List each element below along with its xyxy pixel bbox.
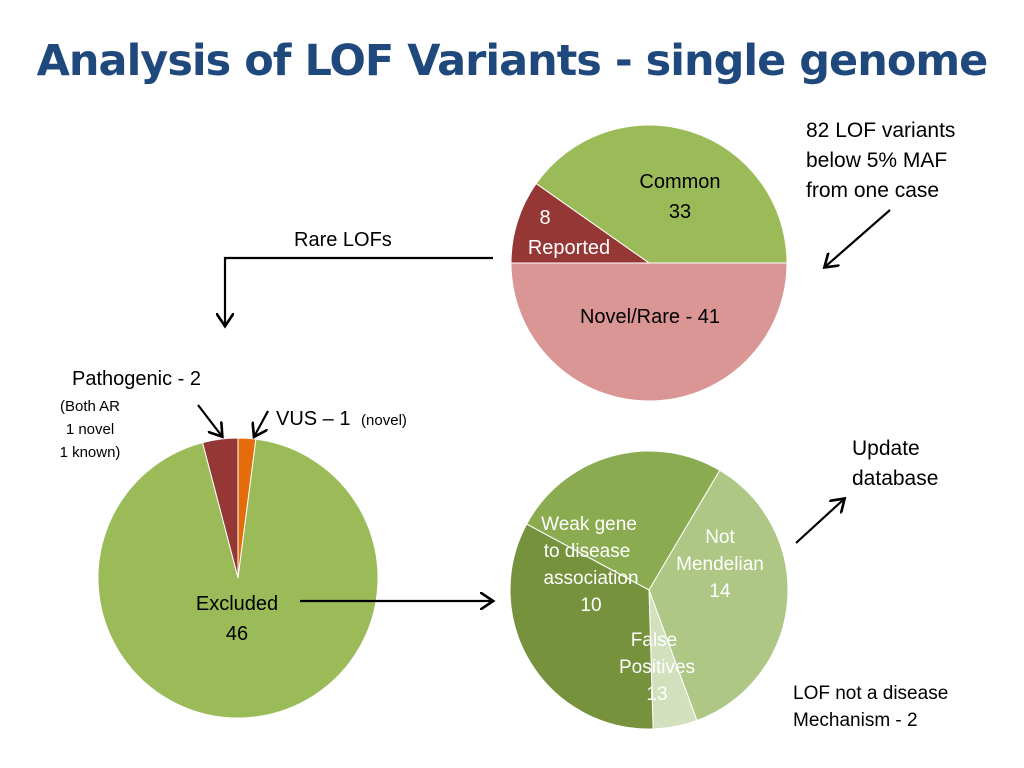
label-false-positives-2: Positives	[619, 657, 695, 678]
pie-slice-false-positives	[509, 523, 654, 730]
arrow-update-database	[795, 500, 843, 544]
arrow-to-pie1	[826, 209, 891, 266]
value-reported: 8	[539, 207, 550, 229]
label-not-mendelian-2: Mendelian	[676, 554, 764, 575]
annotation-lof-total-2: below 5% MAF	[806, 149, 947, 172]
annotation-pathogenic-note-3: 1 known)	[60, 444, 121, 461]
value-not-mendelian: 14	[709, 581, 731, 602]
value-weak-gene: 10	[580, 595, 601, 616]
annotation-pathogenic-note-1: (Both AR	[60, 398, 120, 415]
value-false-positives: 13	[646, 684, 667, 705]
arrow-vus	[255, 410, 269, 435]
pie-slice-not-mendelian	[648, 469, 789, 722]
pie-rare-lofs	[97, 437, 379, 719]
annotation-vus-note: (novel)	[361, 412, 407, 429]
label-novel-rare: Novel/Rare - 41	[580, 306, 720, 328]
pie-lof-variants	[510, 124, 788, 402]
page-title: Analysis of LOF Variants - single genome	[36, 36, 989, 86]
label-common: Common	[639, 171, 720, 193]
annotation-lof-total-3: from one case	[806, 179, 939, 202]
annotation-rare-lofs: Rare LOFs	[294, 229, 392, 251]
label-not-mendelian-1: Not	[705, 527, 735, 548]
pie-slice-excluded	[97, 438, 379, 719]
pie-slice-common	[535, 124, 788, 264]
label-excluded: Excluded	[196, 593, 278, 615]
label-weak-gene-2: to disease	[544, 541, 631, 562]
value-common: 33	[669, 201, 691, 223]
arrow-rare-lofs	[225, 256, 493, 324]
pie-slice-novel-rare	[510, 262, 788, 402]
annotation-lof-mechanism-2: Mechanism - 2	[793, 710, 918, 731]
annotation-vus: VUS – 1 (novel)	[276, 408, 407, 430]
label-reported: Reported	[528, 237, 610, 259]
value-excluded: 46	[226, 623, 248, 645]
annotation-lof-mechanism-1: LOF not a disease	[793, 683, 948, 704]
annotation-pathogenic: Pathogenic - 2	[72, 368, 201, 390]
annotation-update-2: database	[852, 467, 938, 490]
annotation-update-1: Update	[852, 437, 920, 460]
arrow-pathogenic	[197, 404, 221, 435]
annotation-lof-total-1: 82 LOF variants	[806, 119, 955, 142]
annotation-pathogenic-note-2: 1 novel	[66, 421, 114, 438]
label-weak-gene-1: Weak gene	[541, 514, 637, 535]
pie-slice-reported	[510, 182, 651, 264]
label-false-positives-1: False	[631, 630, 677, 651]
annotation-vus-main: VUS – 1	[276, 408, 350, 430]
pie-slice-weak-gene-to-disease-association	[525, 450, 721, 591]
pie-excluded-breakdown	[509, 450, 789, 730]
label-weak-gene-3: association	[543, 568, 638, 589]
